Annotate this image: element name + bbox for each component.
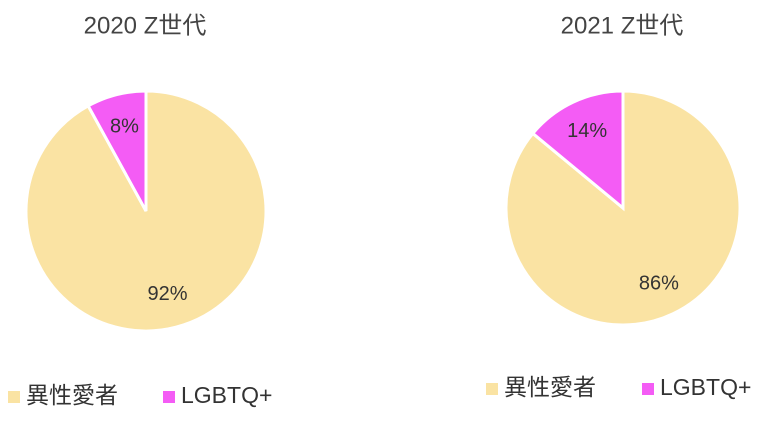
pie-slice	[530, 89, 625, 212]
legend-swatch	[486, 383, 498, 395]
legend-label: LGBTQ+	[181, 382, 272, 408]
chart-title: 2021 Z世代	[561, 12, 684, 39]
legend-label: 異性愛者	[504, 374, 596, 400]
chart-title: 2020 Z世代	[84, 12, 207, 39]
data-label: 92%	[147, 283, 187, 305]
data-label: 14%	[567, 120, 607, 142]
legend-swatch	[8, 391, 20, 403]
legend-swatch	[163, 391, 175, 403]
data-label: 86%	[639, 273, 679, 295]
legend-label: LGBTQ+	[660, 374, 751, 400]
data-label: 8%	[110, 116, 139, 138]
pie-slice	[86, 89, 148, 212]
legend-label: 異性愛者	[26, 382, 118, 408]
legend-swatch	[642, 383, 654, 395]
